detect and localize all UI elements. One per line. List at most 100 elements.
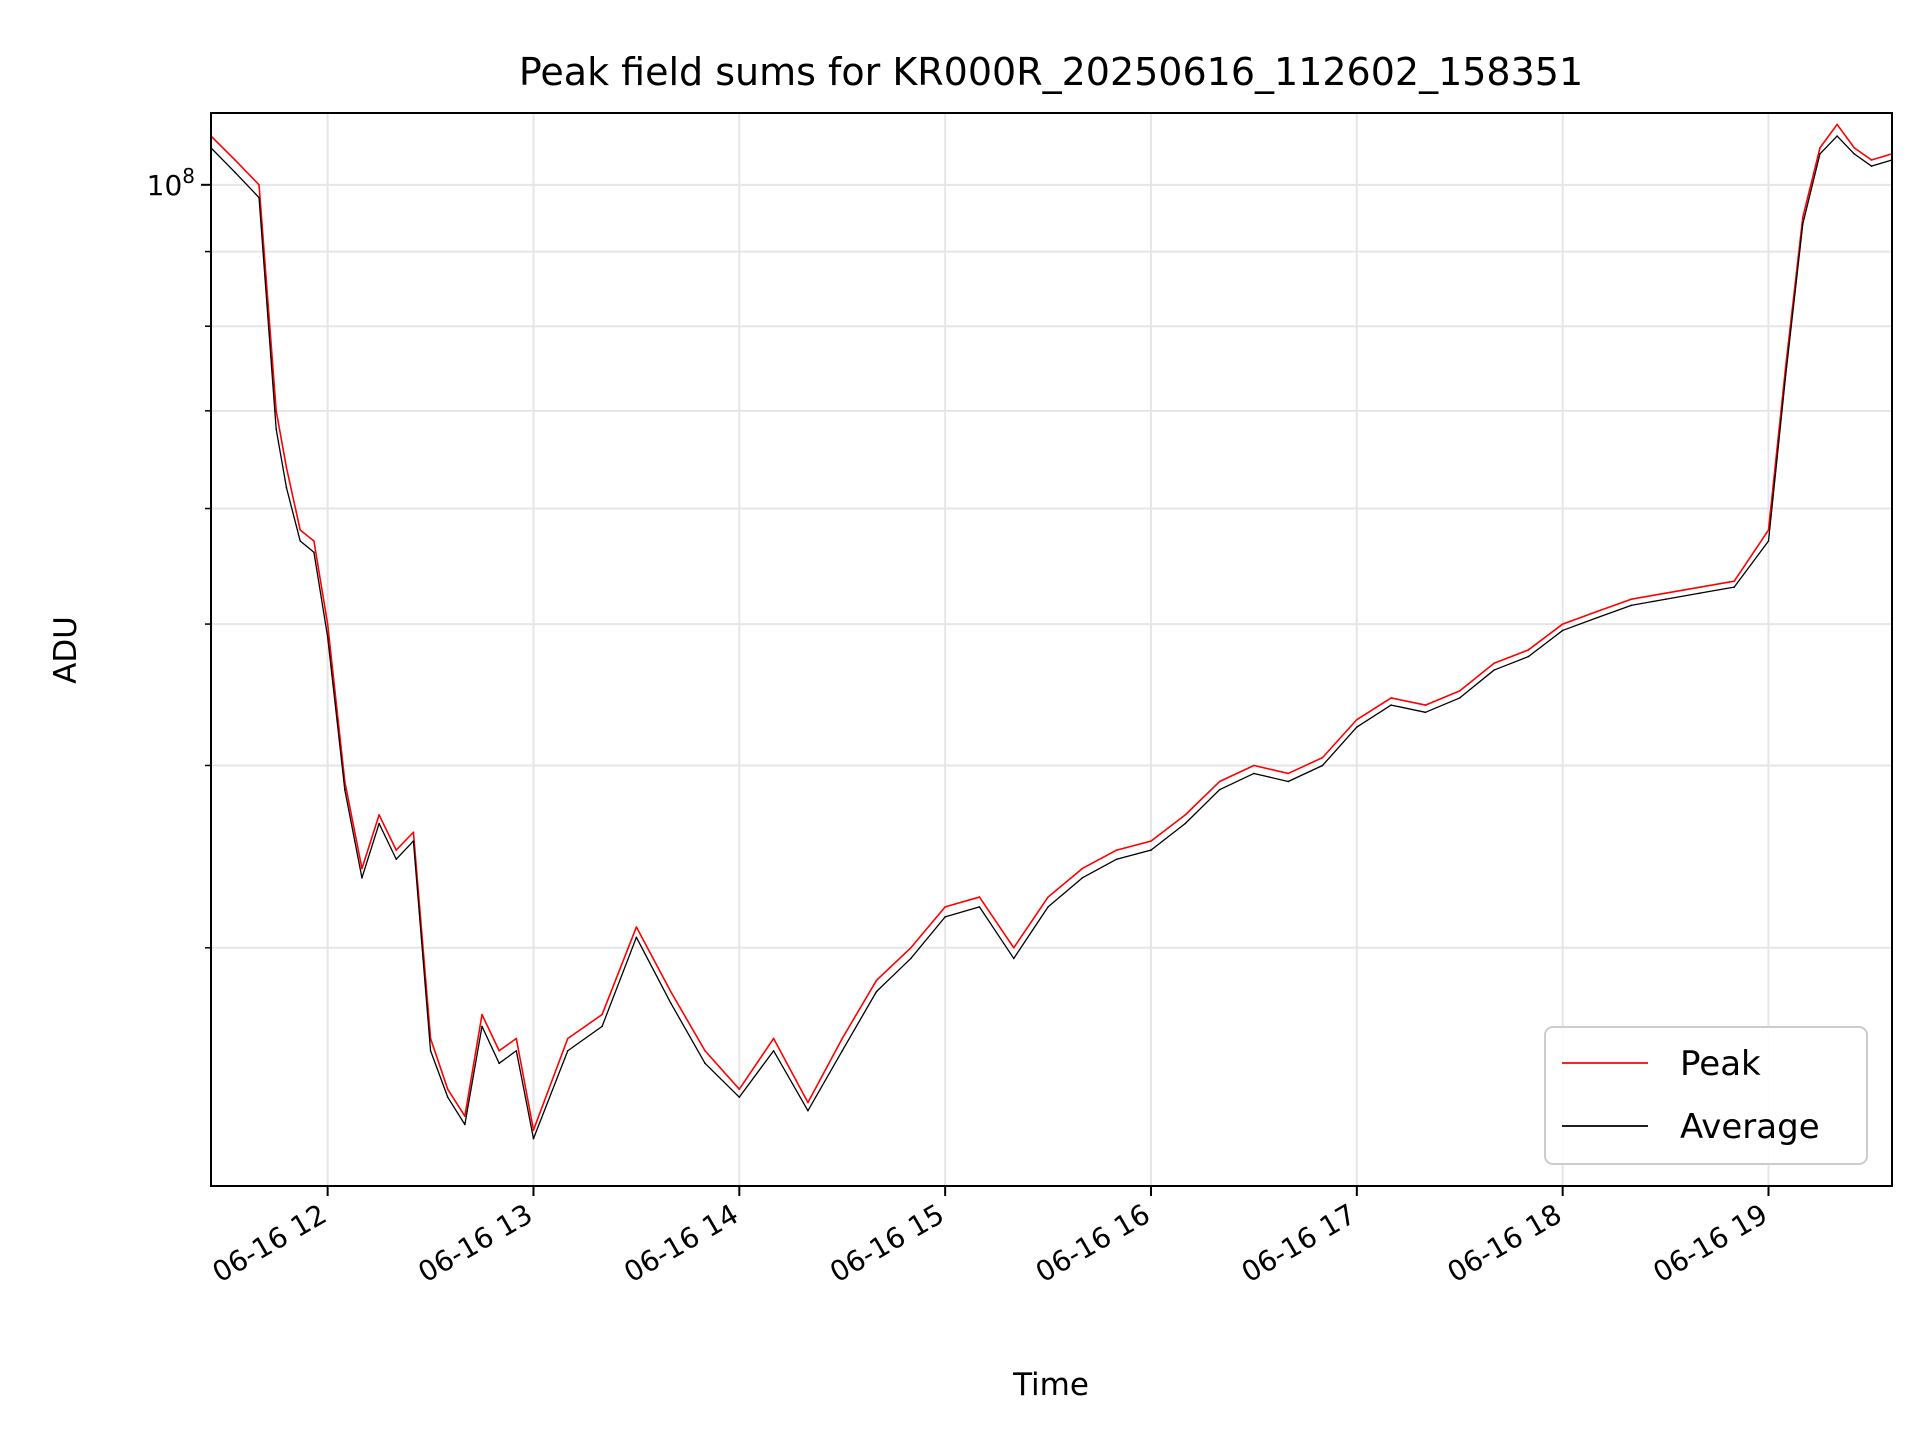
data-point-average — [343, 788, 346, 791]
chart-title: Peak field sums for KR000R_20250616_1126… — [519, 50, 1583, 94]
data-point-peak — [1253, 764, 1255, 767]
data-point-peak — [1802, 216, 1804, 219]
data-point-average — [361, 877, 363, 879]
data-point-average — [1596, 616, 1598, 619]
data-point-average — [1047, 906, 1049, 908]
data-point-peak — [1819, 147, 1821, 149]
data-point-average — [910, 957, 912, 960]
data-point-peak — [464, 1115, 466, 1117]
data-point-peak — [704, 1049, 706, 1052]
data-point-peak — [395, 849, 398, 851]
data-point-peak — [498, 1049, 500, 1052]
data-point-average — [1699, 592, 1701, 594]
data-point-average — [1424, 711, 1427, 714]
data-point-peak — [807, 1101, 809, 1104]
data-point-average — [566, 1049, 569, 1052]
plot-frame — [210, 112, 1893, 1187]
y-tick-label-base: 10 — [147, 169, 183, 202]
data-point-average — [412, 840, 415, 842]
data-point-peak — [875, 979, 878, 982]
y-tick-label-exponent: 8 — [182, 164, 195, 188]
data-point-average — [1218, 788, 1221, 791]
data-point-average — [1356, 726, 1358, 728]
legend-frame — [1544, 1026, 1868, 1165]
data-point-peak — [1047, 896, 1049, 898]
data-point-peak — [1458, 690, 1461, 692]
data-point-peak — [1767, 529, 1770, 531]
data-point-peak — [313, 540, 315, 542]
data-point-average — [1458, 697, 1461, 699]
data-point-average — [1836, 135, 1838, 137]
data-point-average — [1287, 780, 1290, 783]
data-point-peak — [635, 926, 638, 928]
data-point-peak — [1561, 623, 1564, 625]
data-point-average — [635, 936, 638, 939]
data-point-peak — [1699, 586, 1701, 588]
data-point-peak — [1390, 697, 1392, 699]
data-point-average — [1664, 598, 1667, 601]
data-point-average — [1150, 849, 1152, 851]
data-point-peak — [1287, 772, 1290, 775]
data-point-peak — [532, 1129, 535, 1131]
legend-label-peak: Peak — [1680, 1044, 1761, 1084]
data-point-peak — [234, 159, 236, 161]
data-point-average — [395, 858, 398, 861]
data-point-peak — [1853, 147, 1856, 149]
x-axis-label: Time — [1012, 1367, 1089, 1403]
data-point-average — [275, 428, 277, 431]
data-point-average — [978, 906, 981, 908]
data-point-peak — [412, 831, 415, 834]
data-point-average — [1390, 704, 1392, 706]
data-point-peak — [601, 1013, 603, 1016]
data-point-peak — [326, 623, 329, 625]
data-point-average — [601, 1025, 603, 1028]
data-point-peak — [1664, 592, 1667, 594]
data-point-average — [1733, 586, 1735, 588]
grid-layer — [211, 113, 1892, 1186]
data-point-average — [1819, 153, 1821, 155]
series-average — [210, 135, 1893, 1140]
data-point-average — [1253, 772, 1255, 775]
data-point-average — [875, 990, 878, 993]
data-point-peak — [1012, 946, 1015, 949]
legend: Peak Average — [1544, 1026, 1868, 1165]
data-point-average — [234, 171, 236, 174]
data-point-average — [841, 1049, 844, 1052]
data-point-average — [944, 916, 946, 918]
data-point-peak — [738, 1088, 741, 1090]
data-point-peak — [566, 1037, 569, 1040]
data-point-peak — [910, 946, 912, 949]
data-point-peak — [1527, 649, 1530, 651]
data-point-peak — [1218, 780, 1221, 783]
data-point-average — [738, 1096, 741, 1098]
data-point-peak — [481, 1013, 483, 1016]
data-point-peak — [361, 867, 363, 870]
data-point-average — [1527, 655, 1530, 658]
legend-label-average: Average — [1680, 1107, 1820, 1147]
data-point-peak — [446, 1088, 449, 1090]
data-point-average — [1853, 153, 1856, 155]
data-point-average — [313, 551, 315, 554]
data-point-peak — [1630, 598, 1633, 601]
data-point-peak — [1870, 159, 1873, 161]
data-point-peak — [1356, 718, 1358, 721]
data-point-average — [1115, 858, 1118, 861]
data-point-average — [807, 1109, 809, 1112]
data-point-peak — [944, 906, 946, 908]
data-point-average — [1784, 374, 1787, 377]
data-point-peak — [299, 529, 302, 531]
data-point-peak — [1733, 580, 1735, 582]
data-point-average — [481, 1025, 483, 1028]
data-point-peak — [1321, 756, 1324, 759]
data-point-peak — [1115, 849, 1118, 851]
data-point-average — [299, 540, 302, 542]
data-point-peak — [1596, 610, 1598, 613]
data-point-average — [772, 1049, 775, 1052]
data-point-peak — [515, 1037, 518, 1040]
data-point-peak — [1493, 662, 1495, 665]
data-point-peak — [978, 896, 981, 898]
series-layer — [210, 123, 1893, 1140]
series-peak — [210, 123, 1893, 1131]
data-point-average — [429, 1049, 432, 1052]
